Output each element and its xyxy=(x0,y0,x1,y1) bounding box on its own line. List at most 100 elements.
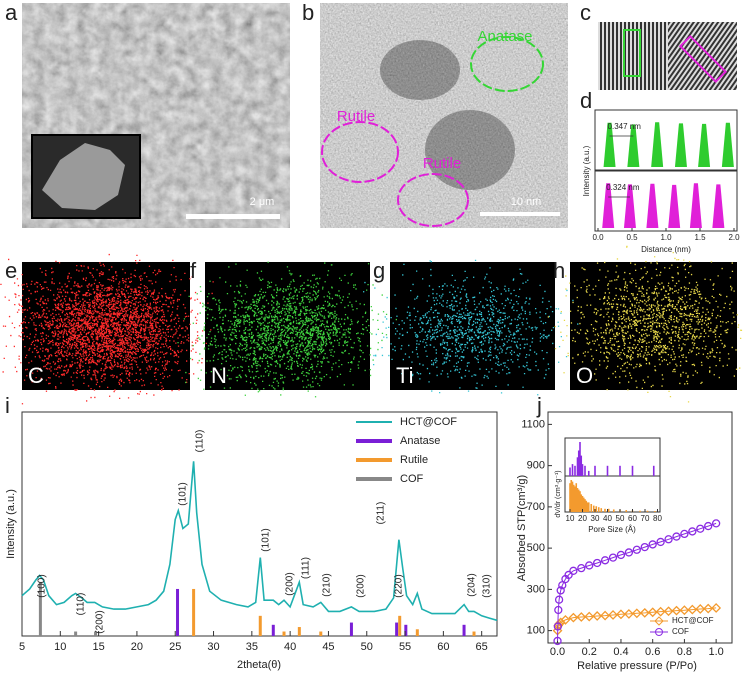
selection-box xyxy=(678,34,728,84)
pore-bar xyxy=(580,494,583,512)
panel-label: f xyxy=(190,258,197,283)
x-tick-label: 0.0 xyxy=(550,646,565,658)
reference-line xyxy=(38,582,42,636)
isotherm-point xyxy=(623,608,634,619)
pore-bar xyxy=(587,502,590,512)
pore-bar xyxy=(590,504,593,512)
pore-bar xyxy=(574,465,576,476)
x-tick-label: 0.4 xyxy=(613,646,628,658)
legend-label: HCT@COF xyxy=(672,616,714,625)
annotation: 0.324 nm xyxy=(606,183,640,192)
pore-bar xyxy=(600,508,603,512)
eds-signal xyxy=(0,253,214,405)
legend-label: HCT@COF xyxy=(400,416,457,428)
x-tick-label: 1.0 xyxy=(708,646,723,658)
particle xyxy=(42,143,125,210)
isotherm-point xyxy=(556,586,565,595)
reference-line xyxy=(349,622,353,636)
pore-bar xyxy=(604,508,606,512)
pore-bar xyxy=(646,510,649,512)
y-tick-label: 900 xyxy=(527,460,545,472)
phase-label: Rutile xyxy=(337,108,375,125)
isotherm-point xyxy=(568,612,579,623)
isotherm-point xyxy=(711,603,722,613)
x-tick-label: 30 xyxy=(591,514,600,523)
pore-bar xyxy=(577,450,580,476)
legend-label: Anatase xyxy=(400,435,440,447)
x-tick-label: 0.6 xyxy=(645,646,660,658)
intensity-peak xyxy=(623,184,636,228)
isotherm-point xyxy=(688,527,697,536)
intensity-peak xyxy=(721,122,734,167)
dark-region xyxy=(380,40,460,100)
x-tick-label: 5 xyxy=(19,641,25,653)
y-axis-label: Absorbed STP(cm³/g) xyxy=(516,475,528,581)
isotherm-point xyxy=(608,610,618,620)
reference-line xyxy=(297,627,301,636)
pore-bar xyxy=(587,470,590,476)
x-axis-label: 2theta(θ) xyxy=(237,659,281,671)
reference-line xyxy=(472,631,476,636)
pore-bar xyxy=(584,465,586,476)
intensity-peak xyxy=(689,183,702,228)
isotherm-point xyxy=(554,595,564,604)
legend-label: COF xyxy=(672,627,689,636)
isotherm-point xyxy=(577,563,586,573)
isotherm-point xyxy=(600,610,611,621)
x-tick-label: 10 xyxy=(54,641,66,653)
isotherm-point xyxy=(576,612,587,622)
pore-bar xyxy=(612,509,615,512)
pore-bar xyxy=(582,497,585,512)
x-tick-label: 30 xyxy=(207,641,219,653)
isotherm-point xyxy=(711,519,721,528)
isotherm-point xyxy=(704,521,713,531)
x-tick-label: 25 xyxy=(169,641,181,653)
element-label: Ti xyxy=(396,363,414,388)
pore-bar xyxy=(579,442,581,476)
intensity-peak xyxy=(646,183,659,228)
isotherm-point xyxy=(672,532,681,541)
panel-label: h xyxy=(553,258,565,283)
x-tick-label: 0.0 xyxy=(592,233,604,242)
x-tick-label: 60 xyxy=(628,514,637,523)
scale-bar-label: 10 nm xyxy=(511,196,542,208)
y-axis-label: Intensity (a.u.) xyxy=(5,489,17,559)
reference-line xyxy=(74,631,78,636)
pore-bar xyxy=(595,506,598,512)
isotherm-point xyxy=(639,607,650,618)
dark-region xyxy=(425,110,515,190)
panel-label: c xyxy=(580,0,591,25)
scale-bar xyxy=(186,214,280,219)
x-tick-label: 70 xyxy=(641,514,650,523)
isotherm-point xyxy=(616,609,626,620)
pore-bar xyxy=(597,507,600,512)
intensity-peak xyxy=(603,122,616,167)
fringe-image xyxy=(598,22,668,90)
y-tick-label: 500 xyxy=(527,542,545,554)
x-axis-label: Pore Size (Å) xyxy=(588,525,636,534)
x-tick-label: 40 xyxy=(603,514,612,523)
x-tick-label: 80 xyxy=(653,514,662,523)
x-tick-label: 55 xyxy=(399,641,411,653)
isotherm-point xyxy=(655,606,666,617)
x-tick-label: 50 xyxy=(361,641,373,653)
reference-line xyxy=(404,624,408,636)
isotherm-point xyxy=(648,540,657,549)
fringe-image xyxy=(668,22,737,90)
x-tick-label: 1.5 xyxy=(694,233,706,242)
isotherm-point xyxy=(663,606,674,617)
tem-image xyxy=(320,3,568,228)
peak-label: (110) xyxy=(76,593,87,616)
reference-line xyxy=(398,615,402,636)
y-tick-label: 300 xyxy=(527,583,545,595)
peak-label: (101) xyxy=(178,482,189,505)
intensity-peak xyxy=(627,124,640,167)
isotherm-point xyxy=(585,561,594,570)
eds-signal xyxy=(363,259,579,396)
isotherm-point xyxy=(624,548,634,557)
pore-bar xyxy=(577,489,580,512)
pore-bar xyxy=(586,502,589,512)
pore-bar xyxy=(571,464,574,476)
panel-label: a xyxy=(5,0,18,25)
pore-bar xyxy=(569,483,571,512)
